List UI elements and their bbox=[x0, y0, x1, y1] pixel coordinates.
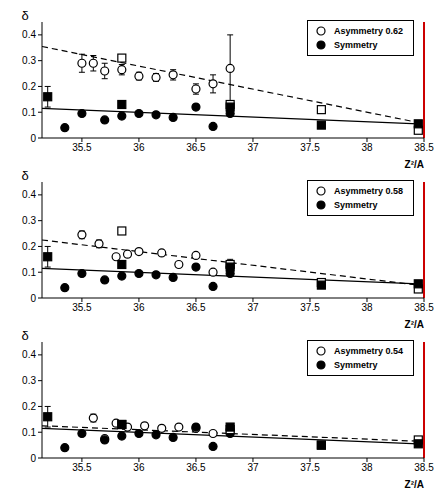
svg-text:37: 37 bbox=[247, 142, 259, 153]
svg-text:38: 38 bbox=[361, 462, 373, 473]
svg-text:0.2: 0.2 bbox=[22, 241, 36, 252]
svg-text:0.1: 0.1 bbox=[22, 107, 36, 118]
svg-text:37.5: 37.5 bbox=[300, 142, 320, 153]
html-text:Asymmetry 0.54: Asymmetry 0.54 bbox=[334, 346, 403, 356]
svg-text:0: 0 bbox=[30, 453, 36, 464]
svg-text:36: 36 bbox=[133, 142, 145, 153]
svg-text:0.1: 0.1 bbox=[22, 427, 36, 438]
svg-text:0.4: 0.4 bbox=[22, 189, 36, 200]
svg-text:37: 37 bbox=[247, 462, 259, 473]
svg-text:0.3: 0.3 bbox=[22, 375, 36, 386]
html-text:Asymmetry 0.62: Asymmetry 0.62 bbox=[334, 26, 403, 36]
svg-text:36: 36 bbox=[133, 302, 145, 313]
html-text:Symmetry: Symmetry bbox=[334, 40, 378, 50]
svg-text:36.5: 36.5 bbox=[186, 462, 206, 473]
svg-text:37.5: 37.5 bbox=[300, 462, 320, 473]
svg-text:0.2: 0.2 bbox=[22, 401, 36, 412]
svg-text:35.5: 35.5 bbox=[72, 462, 92, 473]
html-text:Symmetry: Symmetry bbox=[334, 200, 378, 210]
svg-text:36: 36 bbox=[133, 462, 145, 473]
svg-text:38.5: 38.5 bbox=[414, 302, 434, 313]
svg-text:0.4: 0.4 bbox=[22, 349, 36, 360]
svg-text:0: 0 bbox=[30, 133, 36, 144]
svg-text:38: 38 bbox=[361, 142, 373, 153]
svg-text:36.5: 36.5 bbox=[186, 142, 206, 153]
svg-text:Z²/A: Z²/A bbox=[405, 319, 424, 328]
svg-text:38: 38 bbox=[361, 302, 373, 313]
html-text:Symmetry: Symmetry bbox=[334, 360, 378, 370]
svg-text:0: 0 bbox=[30, 293, 36, 304]
svg-text:38.5: 38.5 bbox=[414, 142, 434, 153]
svg-text:0.1: 0.1 bbox=[22, 267, 36, 278]
html-text:Asymmetry 0.58: Asymmetry 0.58 bbox=[334, 186, 403, 196]
svg-text:δ: δ bbox=[21, 328, 28, 343]
svg-text:0.3: 0.3 bbox=[22, 55, 36, 66]
svg-text:0.2: 0.2 bbox=[22, 81, 36, 92]
svg-text:δ: δ bbox=[21, 8, 28, 23]
svg-text:Z²/A: Z²/A bbox=[405, 159, 424, 168]
svg-text:Z²/A: Z²/A bbox=[405, 479, 424, 488]
svg-text:36.5: 36.5 bbox=[186, 302, 206, 313]
svg-text:35.5: 35.5 bbox=[72, 142, 92, 153]
svg-text:0.4: 0.4 bbox=[22, 29, 36, 40]
svg-text:37: 37 bbox=[247, 302, 259, 313]
svg-text:35.5: 35.5 bbox=[72, 302, 92, 313]
svg-text:38.5: 38.5 bbox=[414, 462, 434, 473]
svg-text:0.3: 0.3 bbox=[22, 215, 36, 226]
svg-text:37.5: 37.5 bbox=[300, 302, 320, 313]
svg-text:δ: δ bbox=[21, 168, 28, 183]
